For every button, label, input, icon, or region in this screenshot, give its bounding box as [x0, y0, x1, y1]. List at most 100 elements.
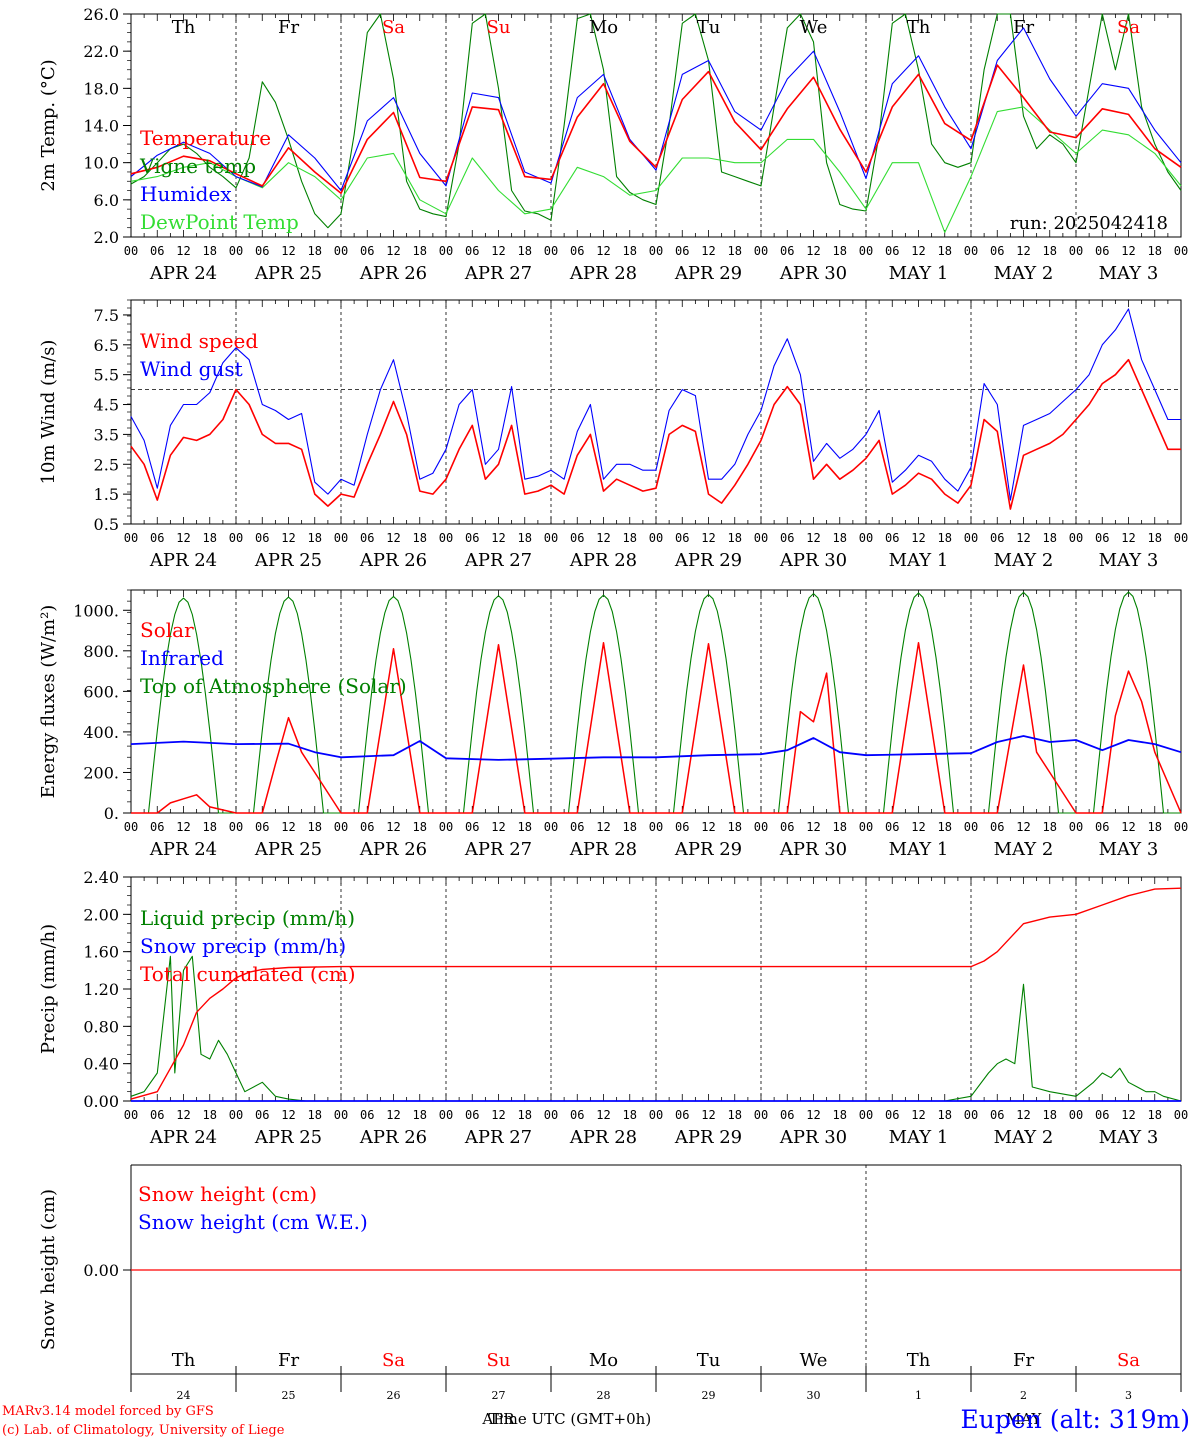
wind-hour-label: 00 — [229, 531, 243, 545]
energy-hour-label: 18 — [518, 820, 532, 834]
energy-hour-label: 12 — [701, 820, 715, 834]
precip-date-label: MAY 2 — [994, 1127, 1054, 1148]
wind-hour-label: 18 — [1148, 531, 1162, 545]
wind-hour-label: 00 — [334, 531, 348, 545]
location-label: Eupen (alt: 319m) — [961, 1405, 1190, 1434]
temp-hour-label: 18 — [1148, 244, 1162, 258]
snow-panel: 0.00 Snow height (cm) Snow height (cm) Snow… — [38, 1164, 1182, 1428]
wind-frame — [130, 299, 1182, 525]
wind-hour-label: 06 — [255, 531, 269, 545]
wind-y-axis-label: 10m Wind (m/s) — [38, 340, 59, 485]
wind-date-label: MAY 2 — [994, 550, 1054, 571]
energy-hour-label: 06 — [675, 820, 689, 834]
snow-day-number: 28 — [597, 1389, 611, 1402]
temp-hour-label: 12 — [911, 244, 925, 258]
temp-hour-label: 06 — [570, 244, 584, 258]
energy-date-label: APR 26 — [359, 839, 427, 860]
precip-hour-label: 00 — [649, 1108, 663, 1122]
precip-hour-label: 18 — [938, 1108, 952, 1122]
energy-frame — [130, 589, 1182, 814]
precip-series-line — [130, 887, 1182, 1100]
precip-y-tick-label: 0.40 — [83, 1055, 119, 1074]
energy-hour-label: 12 — [386, 820, 400, 834]
precip-hour-label: 06 — [150, 1108, 164, 1122]
precip-y-tick-label: 1.20 — [83, 980, 119, 999]
temp-date-label: APR 25 — [254, 263, 322, 284]
precip-hour-label: 12 — [701, 1108, 715, 1122]
energy-y-tick-label: 600. — [83, 682, 119, 701]
snow-day-number: 30 — [807, 1389, 821, 1402]
temp-series-line — [130, 27, 1182, 192]
wind-hour-label: 18 — [518, 531, 532, 545]
temp-hour-label: 00 — [544, 244, 558, 258]
temp-y-tick-label: 2.0 — [94, 228, 119, 247]
energy-hour-label: 06 — [990, 820, 1004, 834]
snow-day-number: 2 — [1020, 1389, 1027, 1402]
energy-hour-label: 06 — [570, 820, 584, 834]
wind-date-label: APR 29 — [674, 550, 742, 571]
wind-hour-label: 12 — [491, 531, 505, 545]
temp-y-tick-label: 10.0 — [83, 154, 119, 173]
energy-date-label: APR 24 — [149, 839, 217, 860]
wind-date-label: APR 26 — [359, 550, 427, 571]
snow-month-label-apr: APR — [481, 1410, 515, 1428]
wind-hour-label: 06 — [150, 531, 164, 545]
precip-hour-label: 12 — [1016, 1108, 1030, 1122]
snow-day-label: Tu — [697, 1350, 721, 1371]
temp-panel: 2.0 6.0 10.0 14.0 18.0 22.0 26.0 2m Temp. (°C) 0… — [38, 5, 1188, 284]
temp-hour-label: 12 — [701, 244, 715, 258]
wind-hour-label: 06 — [885, 531, 899, 545]
wind-date-label: APR 27 — [464, 550, 532, 571]
temp-hour-label: 00 — [229, 244, 243, 258]
wind-hour-label: 06 — [780, 531, 794, 545]
temp-hour-label: 00 — [754, 244, 768, 258]
precip-date-label: APR 25 — [254, 1127, 322, 1148]
energy-date-label: APR 25 — [254, 839, 322, 860]
precip-hour-label: 00 — [439, 1108, 453, 1122]
precip-y-tick-label: 1.60 — [83, 943, 119, 962]
energy-hour-label: 18 — [413, 820, 427, 834]
precip-hour-label: 00 — [229, 1108, 243, 1122]
wind-legend-2: Wind gust — [140, 357, 243, 381]
wind-date-label: APR 24 — [149, 550, 217, 571]
snow-day-number: 3 — [1125, 1389, 1132, 1402]
energy-date-label: MAY 1 — [889, 839, 949, 860]
precip-hour-label: 12 — [386, 1108, 400, 1122]
wind-y-tick-label: 0.5 — [94, 515, 119, 534]
wind-hour-label: 12 — [1016, 531, 1030, 545]
wind-y-tick-label: 6.5 — [94, 336, 119, 355]
precip-hour-label: 06 — [360, 1108, 374, 1122]
temp-date-label: MAY 1 — [889, 263, 949, 284]
temp-hour-label: 00 — [1174, 244, 1188, 258]
energy-hour-label: 12 — [176, 820, 190, 834]
snow-day-label: Th — [907, 1350, 931, 1371]
energy-hour-label: 18 — [1148, 820, 1162, 834]
precip-hour-label: 18 — [833, 1108, 847, 1122]
precip-legend-3: Total cumulated (cm) — [140, 962, 356, 986]
precip-hour-label: 00 — [1174, 1108, 1188, 1122]
snow-day-label: Mo — [589, 1350, 618, 1371]
snow-day-number: 26 — [387, 1389, 401, 1402]
wind-hour-label: 12 — [806, 531, 820, 545]
precip-hour-label: 00 — [124, 1108, 138, 1122]
snow-y-tick-label: 0.00 — [83, 1261, 119, 1280]
precip-date-label: MAY 3 — [1099, 1127, 1159, 1148]
energy-hour-label: 12 — [281, 820, 295, 834]
energy-hour-label: 18 — [833, 820, 847, 834]
precip-hour-label: 06 — [885, 1108, 899, 1122]
footer: MARv3.14 model forced by GFS (c) Lab. of… — [2, 1404, 1190, 1438]
temp-date-label: APR 27 — [464, 263, 532, 284]
wind-date-label: APR 25 — [254, 550, 322, 571]
energy-hour-label: 00 — [544, 820, 558, 834]
wind-hour-label: 12 — [911, 531, 925, 545]
energy-date-label: APR 27 — [464, 839, 532, 860]
precip-hour-label: 12 — [176, 1108, 190, 1122]
precip-date-label: APR 30 — [779, 1127, 847, 1148]
temp-hour-label: 00 — [1069, 244, 1083, 258]
credit-line-2: (c) Lab. of Climatology, University of L… — [2, 1423, 285, 1438]
temp-y-tick-label: 6.0 — [94, 191, 119, 210]
energy-panel: 0. 200. 400. 600. 800. 1000. Energy fluxes (W/… — [38, 589, 1188, 860]
wind-date-label: MAY 3 — [1099, 550, 1159, 571]
temp-hour-label: 00 — [859, 244, 873, 258]
precip-hour-label: 06 — [675, 1108, 689, 1122]
